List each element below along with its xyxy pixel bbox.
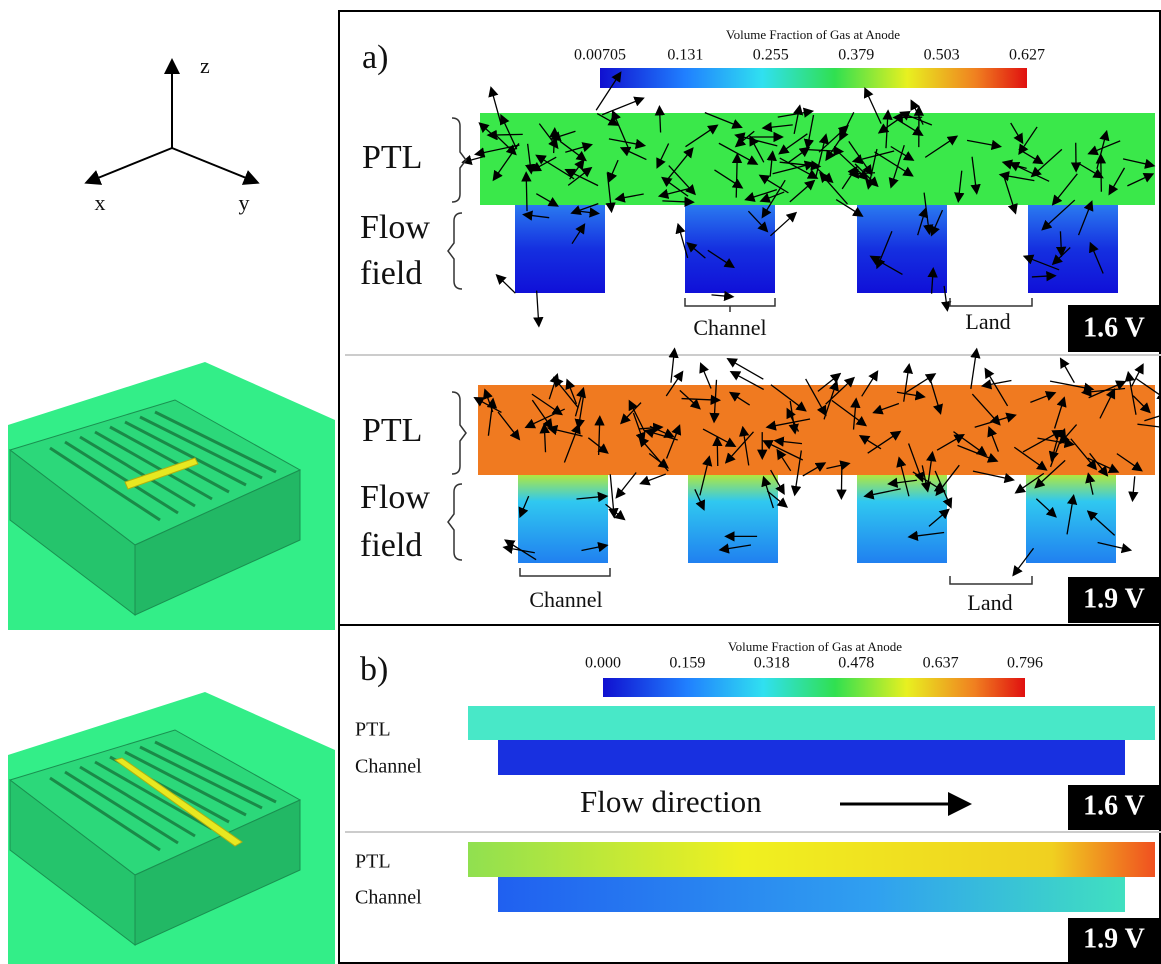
- velocity-arrow: [1132, 365, 1143, 386]
- land-label: Land: [967, 590, 1012, 615]
- velocity-arrow: [1101, 156, 1102, 192]
- velocity-arrow: [1061, 360, 1074, 383]
- velocity-arrow: [642, 474, 666, 483]
- colorbar-tick-label: 0.159: [669, 655, 705, 672]
- ptl-region: [468, 842, 1155, 877]
- bracket: [950, 576, 1032, 584]
- velocity-arrow: [606, 504, 624, 519]
- flow-label: field: [360, 255, 422, 292]
- colorbar-tick-label: 0.627: [1009, 47, 1045, 64]
- ptl-region: [468, 706, 1155, 740]
- velocity-arrow: [602, 99, 642, 115]
- panel-label: b): [360, 651, 388, 688]
- bracket: [685, 298, 775, 312]
- colorbar-tick-label: 0.255: [753, 47, 789, 64]
- bracket: [452, 392, 466, 474]
- colorbar-tick-label: 0.379: [838, 47, 874, 64]
- velocity-arrow: [1133, 476, 1135, 499]
- axis-label: z: [200, 53, 210, 78]
- velocity-arrow: [729, 359, 764, 379]
- voltage-label: 1.6 V: [1083, 790, 1145, 821]
- colorbar-tick-label: 0.000: [585, 655, 621, 672]
- flow-direction-label: Flow direction: [580, 784, 762, 819]
- velocity-arrow: [717, 438, 718, 466]
- colorbar: [603, 678, 1025, 697]
- velocity-arrow: [701, 365, 711, 389]
- channel-label: Channel: [355, 756, 422, 778]
- colorbar-tick-label: 0.796: [1007, 655, 1043, 672]
- channel-label: Channel: [529, 587, 602, 612]
- bracket: [448, 484, 462, 560]
- velocity-arrow: [983, 380, 1011, 385]
- channel-label: Channel: [355, 887, 422, 909]
- velocity-arrow: [617, 472, 636, 496]
- channels: [515, 205, 1118, 293]
- voltage-label: 1.9 V: [1083, 583, 1145, 614]
- land-label: Land: [965, 309, 1010, 334]
- ptl-region: [480, 113, 1155, 205]
- flow-label: Flow: [360, 209, 430, 246]
- colorbar-tick-label: 0.131: [667, 47, 703, 64]
- colorbar-tick-label: 0.478: [838, 655, 874, 672]
- colorbar-title: Volume Fraction of Gas at Anode: [728, 639, 902, 654]
- ptl-label: PTL: [362, 139, 422, 176]
- panel-label: a): [362, 39, 388, 76]
- figure: z x y a) Volume Fraction of Ga: [0, 0, 1161, 964]
- voltage-label: 1.9 V: [1083, 923, 1145, 954]
- colorbar-tick-label: 0.503: [924, 47, 960, 64]
- bracket: [452, 118, 466, 202]
- bracket: [950, 298, 1032, 306]
- velocity-arrow: [537, 291, 539, 325]
- velocity-arrow: [497, 276, 515, 293]
- ptl-label: PTL: [355, 851, 391, 873]
- channels: [518, 475, 1116, 563]
- colorbar-tick-label: 0.318: [754, 655, 790, 672]
- channel-label: Channel: [693, 315, 766, 340]
- bracket: [520, 568, 610, 576]
- colorbar-title: Volume Fraction of Gas at Anode: [726, 27, 900, 42]
- render-top: [8, 362, 335, 630]
- velocity-arrow: [489, 134, 523, 135]
- voltage-label: 1.6 V: [1083, 312, 1145, 343]
- velocity-arrow: [841, 462, 842, 497]
- channel-region: [498, 740, 1125, 775]
- colorbar-tick-label: 0.637: [923, 655, 959, 672]
- colorbar: [600, 68, 1027, 88]
- axes-triad: [88, 62, 256, 182]
- axis-label: x: [95, 190, 106, 215]
- channel-region: [498, 877, 1125, 912]
- axis-label: y: [239, 190, 250, 215]
- flow-label: Flow: [360, 479, 430, 516]
- velocity-arrow: [526, 174, 527, 211]
- bracket: [448, 213, 462, 289]
- render-bottom: [8, 692, 335, 964]
- flow-label: field: [360, 527, 422, 564]
- colorbar-tick-label: 0.00705: [574, 47, 626, 64]
- velocity-arrow: [712, 295, 732, 297]
- ptl-label: PTL: [362, 412, 422, 449]
- ptl-label: PTL: [355, 719, 391, 741]
